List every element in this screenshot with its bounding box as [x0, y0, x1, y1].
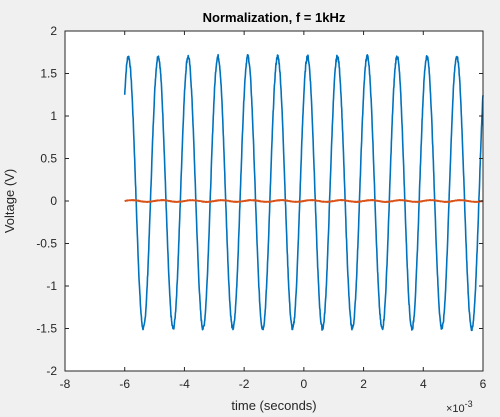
x-tick-label: -4 — [179, 377, 190, 391]
x-axis-label: time (seconds) — [231, 398, 316, 413]
x-tick-label: -8 — [60, 377, 71, 391]
tick-layer: -8 -6 -4 -2 0 2 4 6 -2 -1.5 -1 -0.5 0 0.5 1 1.5 2 — [36, 24, 486, 391]
y-tick-label: -0.5 — [36, 237, 57, 251]
y-tick-label: 0.5 — [40, 152, 57, 166]
y-tick-label: 1.5 — [40, 67, 57, 81]
x-tick-label: -2 — [239, 377, 250, 391]
series-line-normalized — [124, 198, 484, 204]
y-tick-label: 2 — [50, 24, 57, 38]
x-exponent-label: ×10-3 — [446, 399, 473, 415]
x-exponent-power: -3 — [465, 399, 473, 409]
y-tick-label: -1 — [46, 279, 57, 293]
x-tick-label: 2 — [360, 377, 367, 391]
chart-title: Normalization, f = 1kHz — [203, 10, 346, 25]
x-tick-label: 4 — [420, 377, 427, 391]
y-tick-label: -1.5 — [36, 322, 57, 336]
series-layer — [123, 53, 484, 332]
y-tick-label: -2 — [46, 364, 57, 378]
x-tick-label: 0 — [301, 377, 308, 391]
series-line-voltage — [123, 53, 484, 332]
y-tick-label: 0 — [50, 194, 57, 208]
y-axis-label: Voltage (V) — [2, 169, 17, 233]
x-tick-label: -6 — [119, 377, 130, 391]
y-tick-label: 1 — [50, 109, 57, 123]
x-exponent-base: ×10 — [446, 403, 465, 415]
x-tick-label: 6 — [480, 377, 487, 391]
